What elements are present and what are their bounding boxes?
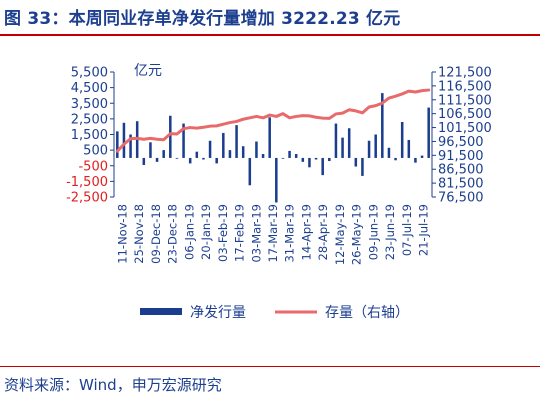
net-issuance-bar	[275, 157, 278, 203]
net-issuance-bar	[334, 123, 338, 158]
x-tick-label: 14-Apr-19	[299, 204, 313, 260]
right-tick-label: 81,500	[438, 177, 484, 192]
right-tick-label: 101,500	[438, 121, 492, 136]
x-tick-label: 03-Feb-19	[216, 204, 230, 262]
left-tick-label: -500	[78, 159, 108, 174]
source-note: 资料来源：Wind，申万宏源研究	[4, 376, 222, 394]
net-issuance-bar	[407, 139, 411, 158]
left-tick-label: 3,500	[71, 97, 108, 112]
net-issuance-bar	[248, 157, 252, 186]
right-tick-label: 116,500	[438, 79, 492, 94]
net-issuance-bar	[314, 157, 318, 160]
x-tick-label: 09-Dec-18	[149, 204, 163, 264]
x-tick-label: 17-Mar-19	[266, 204, 280, 263]
net-issuance-bar	[367, 140, 371, 158]
net-issuance-bar	[142, 157, 146, 165]
left-tick-label: 2,500	[71, 112, 108, 127]
x-tick-label: 21-Jul-19	[417, 204, 431, 256]
x-tick-label: 06-Jan-19	[182, 204, 196, 260]
net-issuance-bar	[394, 157, 397, 161]
net-issuance-bar	[188, 157, 192, 164]
net-issuance-bar	[374, 134, 377, 158]
x-tick-label: 03-Mar-19	[249, 204, 263, 263]
net-issuance-bar	[420, 155, 424, 158]
right-tick-label: 76,500	[438, 191, 484, 206]
left-tick-label: 500	[83, 144, 108, 159]
net-issuance-bar	[155, 157, 159, 162]
x-tick-label: 26-May-19	[350, 204, 364, 265]
net-issuance-bar	[328, 157, 331, 162]
net-issuance-bar	[301, 157, 305, 162]
net-issuance-bar	[241, 146, 245, 158]
left-tick-label: 5,500	[71, 66, 108, 81]
net-issuance-bar	[215, 157, 218, 164]
x-tick-label: 28-Apr-19	[316, 204, 330, 260]
left-tick-label: -1,500	[66, 175, 108, 190]
net-issuance-bar	[281, 157, 285, 159]
x-tick-label: 17-Feb-19	[233, 204, 247, 262]
unit-label: 亿元	[134, 63, 162, 79]
net-issuance-bar	[361, 157, 364, 176]
right-tick-label: 121,500	[438, 66, 492, 81]
right-tick-label: 86,500	[438, 163, 484, 178]
legend-bar-swatch	[140, 308, 182, 315]
x-tick-label: 23-Dec-18	[166, 204, 180, 264]
legend-bar-label: 净发行量	[190, 305, 246, 321]
net-issuance-bar	[202, 157, 205, 160]
net-issuance-bar	[321, 157, 324, 176]
right-tick-label: 91,500	[438, 149, 484, 164]
title-divider	[0, 34, 540, 36]
net-issuance-bar	[235, 125, 238, 158]
chart-area: 5,5004,5003,5002,5001,500500-500-1,500-2…	[66, 63, 492, 321]
net-issuance-bar	[116, 131, 119, 158]
net-issuance-bar	[129, 134, 132, 158]
x-tick-label: 25-Nov-18	[132, 204, 146, 264]
net-issuance-bar	[294, 154, 298, 158]
x-tick-label: 07-Jul-19	[400, 204, 414, 256]
net-issuance-bar	[400, 122, 404, 158]
right-tick-label: 96,500	[438, 135, 484, 150]
net-issuance-bar	[222, 132, 225, 158]
x-tick-label: 31-Mar-19	[283, 204, 297, 263]
x-tick-label: 12-May-19	[333, 204, 347, 265]
net-issuance-bar	[347, 128, 351, 158]
net-issuance-bar	[427, 107, 430, 158]
net-issuance-bar	[354, 157, 358, 167]
net-issuance-bar	[195, 151, 199, 158]
net-issuance-bar	[175, 157, 179, 159]
left-tick-label: 1,500	[71, 128, 108, 143]
net-issuance-bar	[162, 150, 165, 158]
net-issuance-bar	[261, 154, 265, 158]
left-tick-label: 4,500	[71, 81, 108, 96]
net-issuance-bar	[308, 157, 311, 168]
outstanding-balance-line	[115, 88, 431, 153]
net-issuance-bar	[228, 150, 232, 158]
net-issuance-bar	[182, 123, 185, 158]
net-issuance-bar	[255, 141, 258, 158]
net-issuance-bar	[149, 142, 152, 158]
net-issuance-bar	[268, 117, 271, 158]
x-tick-label: 23-Jun-19	[383, 204, 397, 260]
right-tick-label: 111,500	[438, 93, 492, 108]
x-tick-label: 20-Jan-19	[199, 204, 213, 260]
figure-title: 图 33：本周同业存单净发行量增加 3222.23 亿元	[4, 9, 401, 29]
net-issuance-bar	[122, 122, 126, 158]
left-tick-label: -2,500	[66, 191, 108, 206]
net-issuance-bar	[341, 137, 344, 158]
x-tick-label: 11-Nov-18	[115, 204, 129, 264]
net-issuance-bar	[169, 115, 172, 158]
net-issuance-bar	[208, 140, 212, 158]
source-divider	[0, 366, 540, 367]
net-issuance-bar	[387, 147, 391, 158]
right-tick-label: 106,500	[438, 107, 492, 122]
net-issuance-bar	[288, 150, 291, 158]
x-tick-label: 09-Jun-19	[366, 204, 380, 260]
net-issuance-bar	[381, 93, 384, 158]
legend-line-label: 存量（右轴）	[325, 305, 409, 321]
net-issuance-bar	[414, 157, 417, 163]
